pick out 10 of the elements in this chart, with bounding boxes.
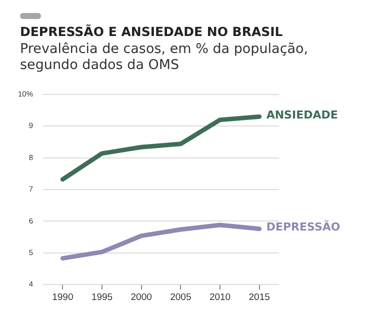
x-tick-label: 2010 bbox=[209, 292, 231, 303]
x-tick-label: 1995 bbox=[91, 292, 113, 303]
x-tick-label: 2015 bbox=[248, 292, 270, 303]
series-label: ANSIEDADE bbox=[266, 108, 338, 122]
chart-subtitle: Prevalência de casos, em % da população, segundo dados da OMS bbox=[20, 41, 310, 73]
x-tick-label: 2005 bbox=[170, 292, 192, 303]
series-label: DEPRESSÃO bbox=[266, 220, 340, 234]
x-tick-label: 2000 bbox=[130, 292, 152, 303]
x-tick-label: 1990 bbox=[52, 292, 74, 303]
chart-title: DEPRESSÃO E ANSIEDADE NO BRASIL bbox=[20, 24, 283, 39]
